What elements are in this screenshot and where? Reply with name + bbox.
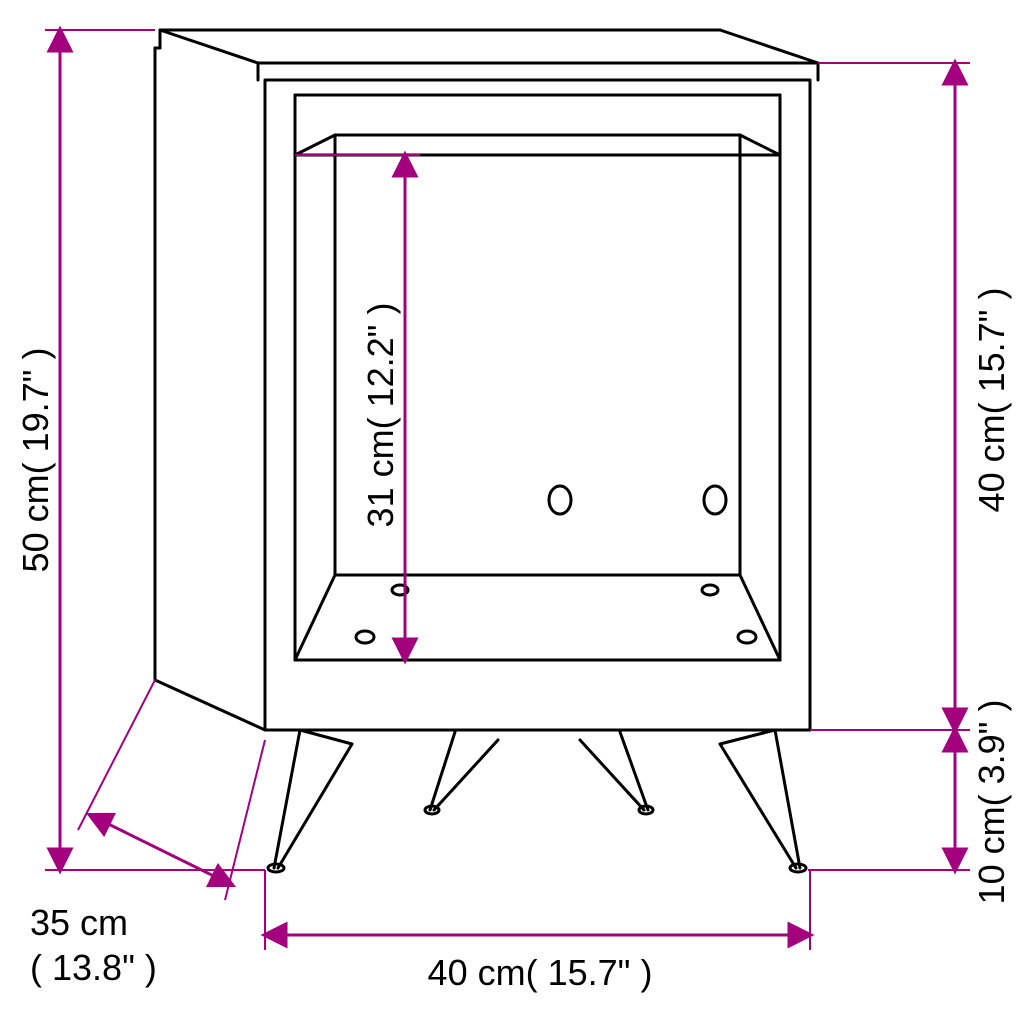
dimension-drawing: 50 cm( 19.7" ) 31 cm( 12.2" ) 40 cm( 15.… bbox=[0, 0, 1024, 1024]
leg-front-right bbox=[720, 730, 806, 872]
mount-hole-fr bbox=[738, 631, 756, 643]
mount-hole-br bbox=[702, 585, 718, 595]
cable-hole-2 bbox=[704, 486, 726, 514]
cabinet-front-outline bbox=[265, 80, 810, 730]
label-depth-cm: 35 cm bbox=[30, 902, 128, 943]
inner-persp-topright bbox=[740, 135, 780, 155]
label-inner-height: 31 cm( 12.2" ) bbox=[360, 303, 401, 528]
left-side-bottom-persp bbox=[155, 680, 265, 730]
label-box-height: 40 cm( 15.7" ) bbox=[971, 288, 1012, 513]
inner-persp-topleft bbox=[295, 135, 335, 155]
leg-back-right bbox=[580, 732, 653, 814]
furniture-lineart bbox=[155, 30, 818, 872]
top-persp-right bbox=[720, 30, 818, 63]
leg-front-left bbox=[268, 730, 352, 872]
label-width: 40 cm( 15.7" ) bbox=[428, 952, 653, 993]
dimension-lines bbox=[45, 30, 970, 950]
ext-depth-front bbox=[225, 740, 265, 900]
label-leg-height: 10 cm( 3.9" ) bbox=[971, 700, 1012, 905]
leg-back-left bbox=[425, 732, 498, 814]
mount-hole-fl bbox=[356, 631, 374, 643]
ext-depth-back bbox=[78, 680, 155, 830]
top-persp-left bbox=[160, 30, 258, 63]
inner-floor-right-persp bbox=[740, 575, 780, 660]
dim-depth bbox=[90, 815, 232, 885]
label-total-height: 50 cm( 19.7" ) bbox=[15, 348, 56, 573]
cable-hole-1 bbox=[549, 486, 571, 514]
label-depth-in: ( 13.8" ) bbox=[30, 947, 157, 988]
inner-floor-left-persp bbox=[295, 575, 335, 660]
dimension-labels: 50 cm( 19.7" ) 31 cm( 12.2" ) 40 cm( 15.… bbox=[15, 288, 1012, 993]
